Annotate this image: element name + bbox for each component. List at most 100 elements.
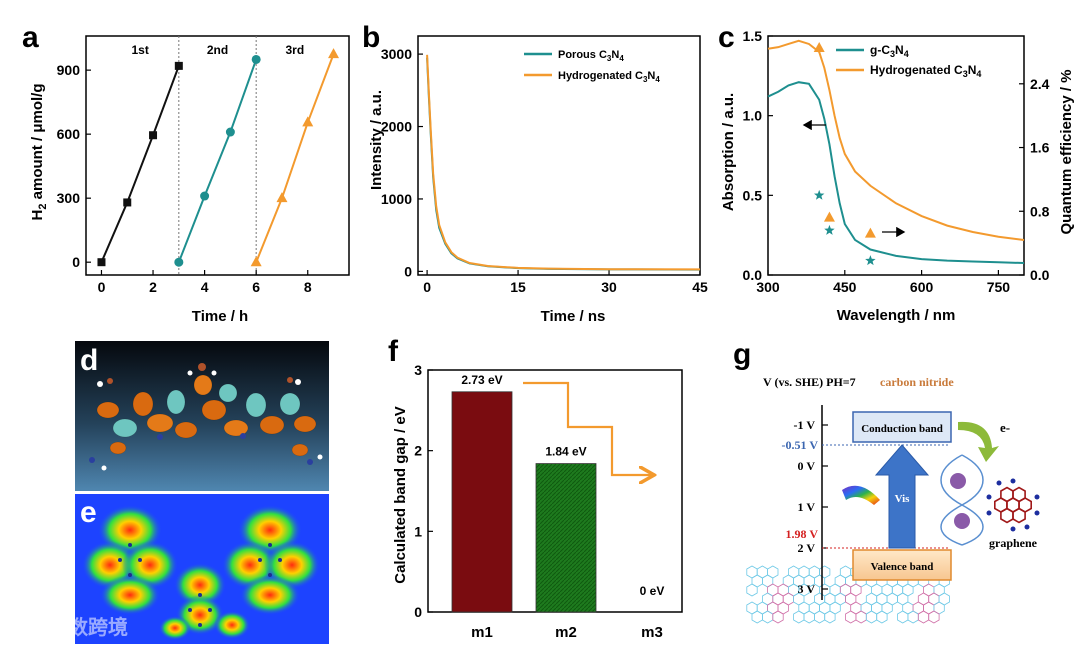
panel-b-xtick-label: 45 <box>692 279 708 295</box>
panel-c-xlabel: Wavelength / nm <box>837 307 956 324</box>
graphene-edge-atom <box>1010 526 1016 532</box>
data-point-3rd <box>302 116 314 127</box>
conduction-band-box <box>852 411 952 443</box>
bar-m2 <box>535 463 597 613</box>
graphene-edge-atom <box>986 494 992 500</box>
panel-b-ytick-label: 3000 <box>381 46 412 62</box>
panel-c-frame <box>767 35 1025 276</box>
panel-c-right-ytick-label: 1.6 <box>1030 140 1050 156</box>
panel-label-g: g <box>733 338 751 371</box>
panel-label-a: a <box>22 21 39 54</box>
graphene-molecule-icon <box>986 478 1040 532</box>
panel-f-ytick-label: 1 <box>414 523 422 539</box>
data-point-3rd <box>276 192 288 203</box>
panel-c-ylabel: Absorption / a.u. <box>720 93 737 211</box>
material-label: carbon nitride <box>880 375 954 389</box>
lattice-hex <box>793 610 805 624</box>
panel-f-ylabel: Calculated band gap / eV <box>392 406 409 584</box>
lattice-hex <box>772 610 784 624</box>
cb-potential: -0.51 V <box>782 438 819 452</box>
panel-label-b: b <box>362 21 380 54</box>
panel-a-xtick-label: 0 <box>98 279 106 295</box>
panel-c-ytick-label: 1.5 <box>743 28 763 44</box>
graphene-ring <box>1012 486 1026 503</box>
panel-f: f 0 1 2 3 2.73 eV m1 1.84 eV m2 0 eV m3 Calculate… <box>388 335 683 641</box>
panel-a-ylabel: H2 amount / μmol/g <box>29 84 49 221</box>
qe-point-1 <box>864 227 876 238</box>
vis-label: Vis <box>895 493 911 505</box>
panel-c-xtick-label: 300 <box>756 279 780 295</box>
excitation-wave-mirror <box>940 454 984 546</box>
data-point-2nd <box>174 257 184 267</box>
density-atoms <box>118 543 282 627</box>
panel-a-ytick-label: 300 <box>57 190 81 206</box>
lattice-hex <box>876 610 888 624</box>
panel-d: d <box>75 341 329 491</box>
decay-curve-1 <box>426 54 701 271</box>
graphene-edge-atom <box>1010 478 1016 484</box>
panel-b-ytick-label: 0 <box>404 263 412 279</box>
potential-label-1: 1 V <box>798 500 816 514</box>
legend-label-hydrogenated-c: Hydrogenated C3N4 <box>870 63 981 79</box>
panel-b-xlabel: Time / ns <box>541 308 606 325</box>
qe-point-0 <box>824 224 835 235</box>
panel-c-xtick-label: 750 <box>987 279 1011 295</box>
panel-label-e: e <box>80 496 97 529</box>
qe-point-1 <box>813 41 825 52</box>
panel-g: g V (vs. SHE) PH=7 carbon nitride -1 V 0… <box>733 338 1040 624</box>
panel-c-xtick-label: 600 <box>910 279 934 295</box>
lattice-hex <box>814 610 826 624</box>
decay-curve-0 <box>426 57 701 271</box>
series-line-2nd <box>177 59 258 263</box>
panel-f-ytick-label: 0 <box>414 604 422 620</box>
bar-m1 <box>451 391 513 613</box>
vis-arrow <box>874 444 930 549</box>
light-beam-icon <box>842 485 880 505</box>
lattice-hex <box>746 583 758 597</box>
valence-band-label: Valence band <box>871 561 934 573</box>
electron-transfer-arrow <box>958 421 999 462</box>
graphene-edge-atom <box>986 510 992 516</box>
data-point-1st <box>123 198 132 207</box>
panel-b-xtick-label: 15 <box>510 279 526 295</box>
panel-a-xtick-label: 6 <box>252 279 260 295</box>
panel-a-plot: 1st 2nd 3rd 0 2 4 6 8 0 300 600 900 <box>57 35 350 295</box>
qe-point-1 <box>823 211 835 222</box>
potential-ticks <box>822 424 828 590</box>
band-gap-trend-arrow <box>523 381 652 475</box>
absorption-curve-0 <box>767 81 1025 265</box>
panel-a-ytick-label: 0 <box>72 254 80 270</box>
lattice-hex <box>824 610 836 624</box>
orbital-lobes <box>96 374 317 457</box>
lattice-hex <box>928 610 940 624</box>
panel-a: a 1st 2nd 3rd 0 2 4 6 8 0 300 600 900 Time / h H2 a… <box>22 21 350 325</box>
data-point-1st <box>149 131 158 140</box>
graphene-label: graphene <box>989 536 1038 550</box>
graphene-edge-atom <box>1024 524 1030 530</box>
lattice-hex <box>762 610 774 624</box>
bar-category-label-m3: m3 <box>641 624 663 641</box>
watermark: 大数跨境 <box>10 615 128 639</box>
panel-c-ytick-label: 0.0 <box>743 267 763 283</box>
orbital-atoms <box>89 363 323 471</box>
bar-value-label-m1: 2.73 eV <box>461 373 502 387</box>
graphene-ring <box>1012 507 1026 524</box>
series-line-3rd <box>255 53 335 263</box>
potential-header: V (vs. SHE) PH=7 <box>763 375 856 389</box>
panel-e: e <box>75 494 329 644</box>
absorption-curve-1 <box>767 39 1025 241</box>
potential-label-0: 0 V <box>798 459 816 473</box>
panel-f-ytick-label: 3 <box>414 362 422 378</box>
density-blobs <box>82 505 320 640</box>
panel-f-plot: 0 1 2 3 2.73 eV m1 1.84 eV m2 0 eV m3 <box>414 362 683 641</box>
potential-label-3: 3 V <box>798 582 816 596</box>
lattice-hex <box>897 610 909 624</box>
panel-c-right-ytick-label: 0.0 <box>1030 267 1050 283</box>
charge-particle-upper <box>950 473 966 489</box>
bar-category-label-m2: m2 <box>555 624 577 641</box>
panel-b-plot: 0 15 30 45 0 1000 2000 3000 <box>381 35 708 295</box>
panel-c-plot: 300 450 600 750 0.0 0.5 1.0 1.5 0.0 0.8 1.6 2.4 <box>743 28 1050 295</box>
graphene-edge-atom <box>996 480 1002 486</box>
lattice-hex <box>803 610 815 624</box>
